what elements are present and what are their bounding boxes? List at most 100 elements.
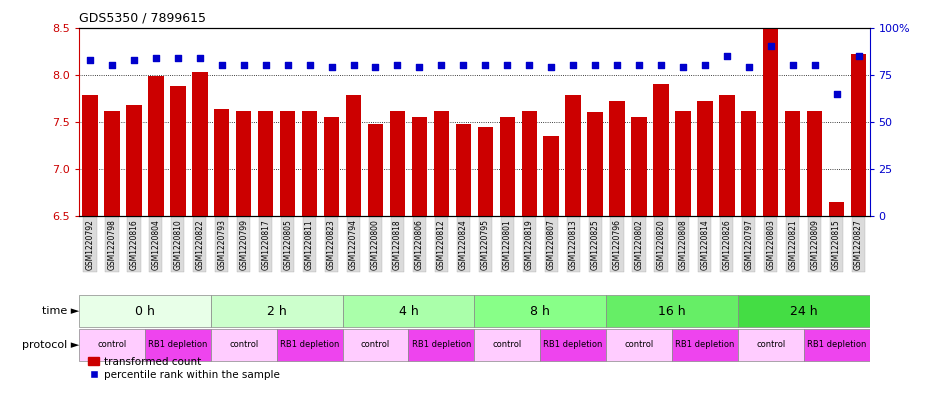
Bar: [277, 329, 342, 361]
Bar: [588, 112, 603, 216]
Bar: [456, 124, 471, 216]
Point: [654, 62, 669, 68]
Text: control: control: [756, 340, 785, 349]
Point: [104, 62, 119, 68]
Bar: [302, 110, 317, 216]
Text: control: control: [98, 340, 126, 349]
Bar: [126, 105, 141, 216]
Point: [280, 62, 295, 68]
Bar: [342, 296, 474, 327]
Bar: [390, 110, 405, 216]
Bar: [145, 329, 211, 361]
Bar: [478, 127, 493, 216]
Point: [698, 62, 712, 68]
Bar: [474, 296, 606, 327]
Point: [368, 64, 383, 70]
Bar: [698, 101, 712, 216]
Bar: [606, 329, 671, 361]
Point: [390, 62, 405, 68]
Point: [346, 62, 361, 68]
Text: 4 h: 4 h: [399, 305, 418, 318]
Point: [851, 53, 866, 59]
Text: 2 h: 2 h: [267, 305, 286, 318]
Text: control: control: [361, 340, 390, 349]
Point: [785, 62, 800, 68]
Point: [302, 62, 317, 68]
Bar: [851, 54, 866, 216]
Point: [259, 62, 273, 68]
Bar: [474, 329, 540, 361]
Bar: [763, 28, 778, 216]
Bar: [408, 329, 474, 361]
Bar: [609, 101, 625, 216]
Point: [522, 62, 537, 68]
Bar: [719, 95, 735, 216]
Bar: [236, 110, 251, 216]
Bar: [737, 296, 870, 327]
Point: [807, 62, 822, 68]
Point: [126, 57, 141, 63]
Text: 24 h: 24 h: [790, 305, 817, 318]
Point: [830, 90, 844, 97]
Text: control: control: [624, 340, 654, 349]
Point: [631, 62, 646, 68]
Bar: [211, 329, 277, 361]
Bar: [324, 117, 339, 216]
Text: protocol ►: protocol ►: [21, 340, 79, 350]
Text: RB1 depletion: RB1 depletion: [543, 340, 603, 349]
Text: GDS5350 / 7899615: GDS5350 / 7899615: [79, 12, 206, 25]
Bar: [671, 329, 737, 361]
Point: [170, 55, 185, 61]
Bar: [83, 95, 98, 216]
Bar: [79, 296, 211, 327]
Text: RB1 depletion: RB1 depletion: [412, 340, 472, 349]
Bar: [737, 329, 804, 361]
Bar: [804, 329, 870, 361]
Text: RB1 depletion: RB1 depletion: [148, 340, 207, 349]
Text: 16 h: 16 h: [658, 305, 685, 318]
Bar: [79, 329, 145, 361]
Point: [675, 64, 690, 70]
Bar: [412, 117, 427, 216]
Point: [83, 57, 98, 63]
Text: RB1 depletion: RB1 depletion: [280, 340, 339, 349]
Bar: [543, 136, 559, 216]
Point: [149, 55, 164, 61]
Bar: [214, 108, 230, 216]
Legend: transformed count, percentile rank within the sample: transformed count, percentile rank withi…: [85, 353, 284, 384]
Text: control: control: [493, 340, 522, 349]
Bar: [148, 75, 164, 216]
Point: [412, 64, 427, 70]
Bar: [606, 296, 737, 327]
Bar: [565, 95, 581, 216]
Point: [193, 55, 207, 61]
Point: [609, 62, 624, 68]
Bar: [367, 124, 383, 216]
Point: [588, 62, 603, 68]
Point: [764, 43, 778, 50]
Bar: [540, 329, 606, 361]
Bar: [258, 110, 273, 216]
Text: time ►: time ►: [42, 307, 79, 316]
Bar: [499, 117, 515, 216]
Text: 0 h: 0 h: [135, 305, 155, 318]
Point: [214, 62, 229, 68]
Bar: [807, 110, 822, 216]
Text: RB1 depletion: RB1 depletion: [807, 340, 867, 349]
Bar: [193, 72, 207, 216]
Bar: [785, 110, 801, 216]
Point: [434, 62, 449, 68]
Point: [456, 62, 471, 68]
Text: RB1 depletion: RB1 depletion: [675, 340, 735, 349]
Bar: [433, 110, 449, 216]
Point: [720, 53, 735, 59]
Bar: [631, 117, 646, 216]
Bar: [280, 110, 296, 216]
Bar: [741, 110, 756, 216]
Bar: [653, 84, 669, 216]
Bar: [104, 110, 120, 216]
Bar: [211, 296, 342, 327]
Bar: [675, 110, 691, 216]
Bar: [829, 202, 844, 216]
Text: control: control: [229, 340, 259, 349]
